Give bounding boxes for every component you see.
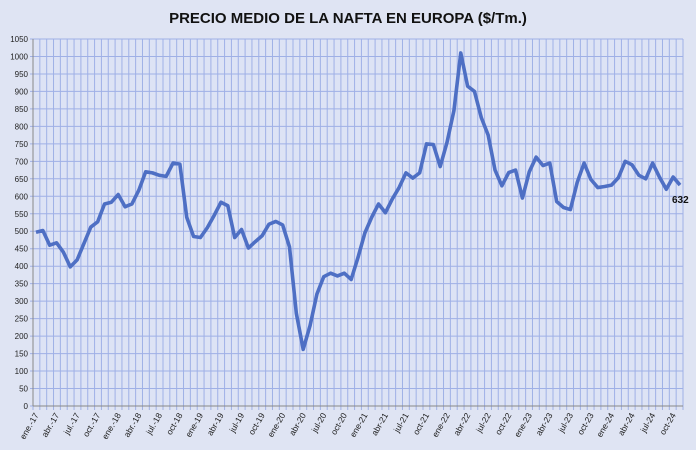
x-tick-label: ene.-18 — [100, 411, 123, 441]
x-tick-label: jul-24 — [638, 411, 658, 435]
y-tick-label: 450 — [15, 245, 29, 254]
x-tick-label: abr-23 — [534, 411, 555, 438]
y-tick-label: 500 — [15, 227, 29, 236]
x-tick-label: ene.-17 — [18, 411, 41, 441]
y-tick-label: 750 — [15, 140, 29, 149]
x-tick-label: jul-23 — [556, 411, 576, 435]
y-tick-label: 100 — [15, 367, 29, 376]
y-tick-label: 400 — [15, 262, 29, 271]
x-tick-label: ene-21 — [348, 411, 370, 439]
y-tick-label: 1000 — [10, 52, 28, 61]
x-tick-label: oct-21 — [411, 411, 432, 437]
x-tick-label: ene-24 — [594, 411, 616, 439]
x-tick-label: oct-23 — [575, 411, 596, 437]
x-tick-label: oct-24 — [657, 411, 678, 437]
x-tick-label: oct-18 — [164, 411, 185, 437]
x-tick-label: abr.-18 — [122, 411, 144, 439]
x-tick-label: abr.-17 — [39, 411, 61, 439]
y-tick-label: 1050 — [10, 35, 28, 44]
x-tick-label: abr-20 — [287, 411, 308, 438]
plot-area — [33, 39, 683, 406]
x-tick-label: oct-22 — [493, 411, 514, 437]
y-tick-label: 850 — [15, 105, 29, 114]
x-tick-label: ene-20 — [265, 411, 287, 439]
x-tick-label: jul.-17 — [61, 411, 82, 437]
x-tick-label: jul-22 — [473, 411, 493, 435]
x-tick-label: jul-19 — [227, 411, 247, 435]
y-tick-label: 200 — [15, 332, 29, 341]
last-value-label: 632 — [672, 195, 689, 206]
x-tick-label: ene-22 — [430, 411, 452, 439]
y-tick-label: 700 — [15, 157, 29, 166]
y-tick-label: 800 — [15, 122, 29, 131]
x-tick-label: abr-19 — [205, 411, 226, 438]
x-tick-label: oct.-17 — [81, 411, 103, 439]
x-tick-label: jul-20 — [309, 411, 329, 435]
y-tick-label: 250 — [15, 315, 29, 324]
x-tick-label: ene-19 — [183, 411, 205, 439]
x-tick-label: ene-23 — [512, 411, 534, 439]
y-tick-label: 300 — [15, 297, 29, 306]
y-tick-label: 50 — [19, 385, 28, 394]
y-tick-label: 650 — [15, 175, 29, 184]
x-tick-label: abr-21 — [369, 411, 390, 438]
y-tick-label: 0 — [24, 402, 29, 411]
x-tick-label: jul.-18 — [143, 411, 164, 437]
chart-title: PRECIO MEDIO DE LA NAFTA EN EUROPA ($/Tm… — [169, 10, 527, 27]
x-tick-label: oct-20 — [329, 411, 350, 437]
y-tick-label: 900 — [15, 87, 29, 96]
y-tick-label: 550 — [15, 210, 29, 219]
y-tick-label: 600 — [15, 192, 29, 201]
x-tick-label: abr-22 — [451, 411, 472, 438]
y-tick-label: 950 — [15, 70, 29, 79]
x-tick-label: jul-21 — [391, 411, 411, 435]
y-tick-label: 350 — [15, 280, 29, 289]
y-tick-label: 150 — [15, 350, 29, 359]
x-tick-label: abr-24 — [616, 411, 637, 438]
x-tick-label: oct-19 — [246, 411, 267, 437]
